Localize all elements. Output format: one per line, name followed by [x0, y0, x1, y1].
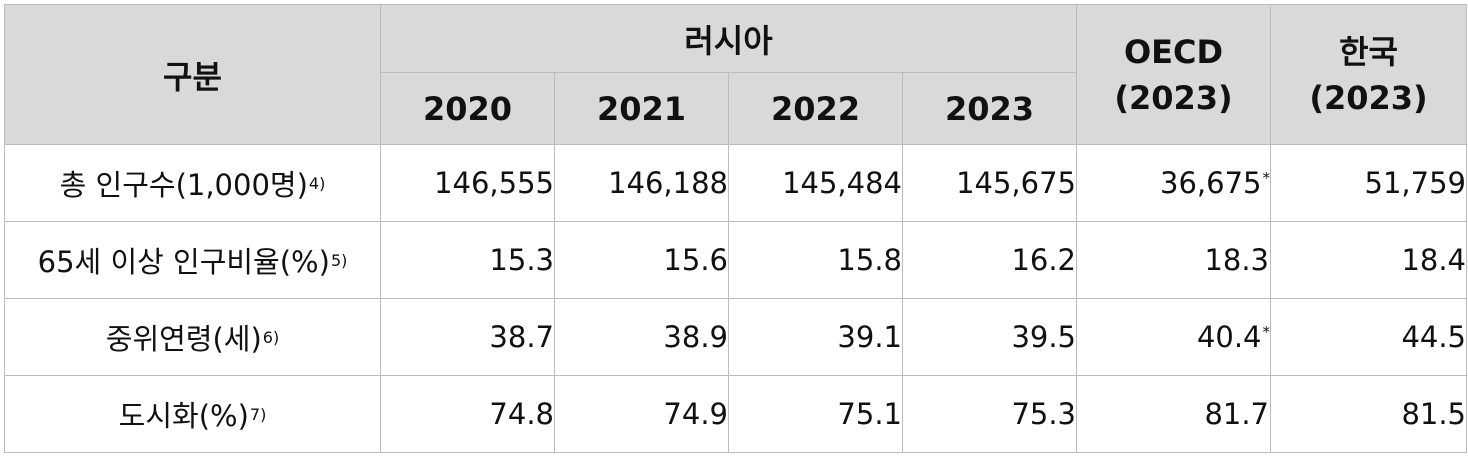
value-cell: 146,555: [380, 144, 555, 222]
value-cell: 38.9: [554, 298, 729, 376]
year-header-2020: 2020: [380, 72, 555, 145]
row-label-text: 도시화(%): [118, 399, 249, 433]
value-cell: 146,188: [554, 144, 729, 222]
year-header-2021: 2021: [554, 72, 729, 145]
value-cell: 16.2: [901, 221, 1078, 299]
footnote-marker: 7): [249, 405, 267, 425]
table-row: 총 인구수(1,000명)4) 146,555 146,188 145,484 …: [4, 144, 1468, 222]
category-header: 구분: [4, 4, 381, 145]
row-label: 총 인구수(1,000명)4): [4, 144, 381, 222]
row-label-text: 총 인구수(1,000명): [59, 168, 308, 202]
oecd-value: 40.4: [1196, 320, 1262, 354]
oecd-value: 36,675: [1160, 166, 1262, 200]
asterisk-marker: *: [1262, 322, 1271, 341]
oecd-header-name: OECD: [1123, 32, 1224, 71]
korea-cell: 51,759: [1270, 144, 1468, 222]
oecd-cell: 81.7: [1076, 375, 1272, 453]
value-cell: 15.3: [380, 221, 555, 299]
value-cell: 39.1: [728, 298, 903, 376]
value-cell: 145,484: [728, 144, 903, 222]
footnote-marker: 5): [330, 251, 348, 271]
value-cell: 75.3: [901, 375, 1078, 453]
oecd-header-year: (2023): [1114, 78, 1233, 117]
value-cell: 74.8: [380, 375, 555, 453]
value-cell: 38.7: [380, 298, 555, 376]
row-label-text: 중위연령(세): [105, 322, 262, 356]
oecd-header: OECD (2023): [1076, 4, 1272, 145]
value-cell: 75.1: [728, 375, 903, 453]
row-label: 중위연령(세)6): [4, 298, 381, 376]
oecd-value: 18.3: [1204, 243, 1270, 277]
value-cell: 74.9: [554, 375, 729, 453]
value-cell: 15.6: [554, 221, 729, 299]
oecd-value: 81.7: [1204, 397, 1270, 431]
korea-cell: 44.5: [1270, 298, 1468, 376]
asterisk-marker: *: [1262, 168, 1271, 187]
russia-header: 러시아: [379, 4, 1078, 73]
korea-header-name: 한국: [1339, 32, 1398, 71]
year-header-2022: 2022: [728, 72, 903, 145]
value-cell: 39.5: [901, 298, 1078, 376]
row-label-text: 65세 이상 인구비율(%): [37, 245, 330, 279]
row-label: 65세 이상 인구비율(%)5): [4, 221, 381, 299]
value-cell: 15.8: [728, 221, 903, 299]
table-header: 구분 러시아 OECD (2023) 한국 (2023) 2020 2021 2…: [4, 4, 1468, 145]
oecd-cell: 36,675*: [1076, 144, 1272, 222]
value-cell: 145,675: [901, 144, 1078, 222]
table-row: 65세 이상 인구비율(%)5) 15.3 15.6 15.8 16.2 18.…: [4, 221, 1468, 299]
row-label: 도시화(%)7): [4, 375, 381, 453]
table-row: 도시화(%)7) 74.8 74.9 75.1 75.3 81.7 81.5: [4, 375, 1468, 453]
oecd-cell: 18.3: [1076, 221, 1272, 299]
statistics-table: 구분 러시아 OECD (2023) 한국 (2023) 2020 2021 2…: [4, 4, 1468, 453]
year-header-2023: 2023: [901, 72, 1078, 145]
korea-cell: 81.5: [1270, 375, 1468, 453]
oecd-cell: 40.4*: [1076, 298, 1272, 376]
table-row: 중위연령(세)6) 38.7 38.9 39.1 39.5 40.4* 44.5: [4, 298, 1468, 376]
korea-cell: 18.4: [1270, 221, 1468, 299]
korea-header-year: (2023): [1309, 78, 1428, 117]
footnote-marker: 4): [308, 174, 326, 194]
footnote-marker: 6): [262, 328, 280, 348]
korea-header: 한국 (2023): [1270, 4, 1468, 145]
table-body: 총 인구수(1,000명)4) 146,555 146,188 145,484 …: [4, 144, 1468, 453]
